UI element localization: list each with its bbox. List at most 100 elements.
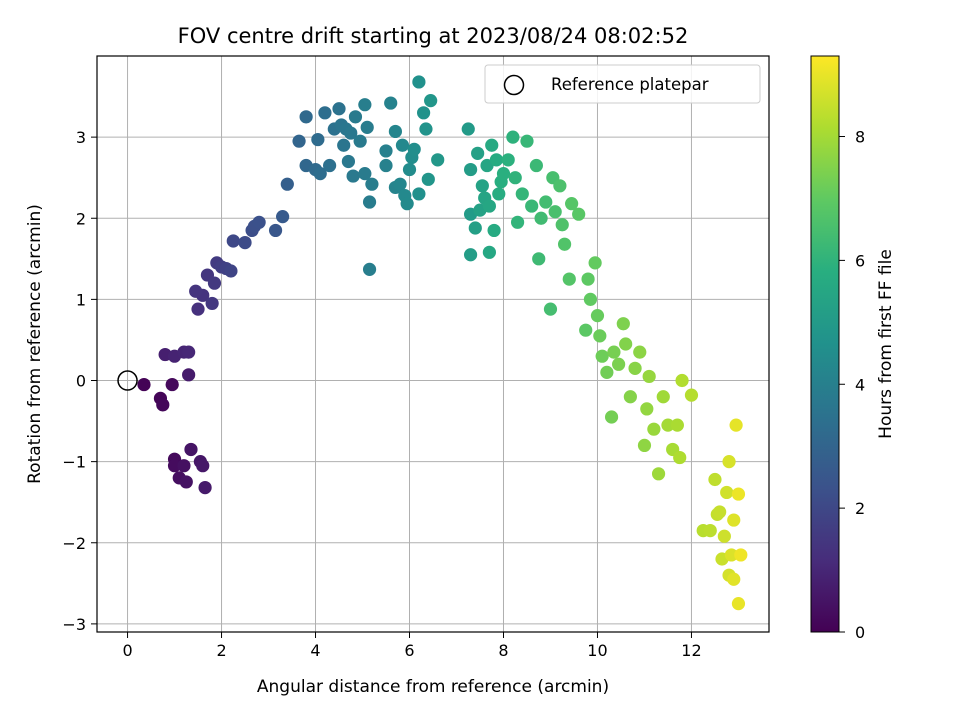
y-tick-label: 1: [76, 290, 86, 309]
data-point: [384, 96, 398, 110]
data-point: [590, 309, 605, 323]
data-point: [358, 167, 372, 181]
data-point: [475, 179, 489, 193]
x-tick-label: 8: [498, 641, 508, 660]
data-point: [565, 197, 579, 211]
data-point: [593, 329, 607, 343]
data-point: [379, 144, 393, 158]
data-point: [525, 199, 539, 213]
data-point: [647, 422, 661, 436]
data-point: [583, 292, 598, 306]
data-point: [562, 272, 576, 286]
data-point: [360, 120, 374, 134]
data-point: [182, 368, 196, 382]
data-point: [311, 132, 325, 147]
data-point: [515, 187, 529, 201]
data-point: [656, 390, 670, 404]
data-point: [487, 223, 501, 238]
colorbar-label: Hours from first FF file: [876, 249, 896, 439]
data-point: [482, 199, 496, 213]
data-point: [670, 418, 684, 432]
colorbar: 0 2 4 6 8 Hours from first FF file: [810, 55, 896, 642]
data-point: [501, 153, 515, 167]
data-point: [496, 167, 511, 181]
legend-entry-reference: Reference platepar: [551, 75, 709, 94]
data-point: [651, 467, 666, 481]
data-point: [588, 256, 602, 270]
data-point: [412, 187, 426, 201]
colorbar-tick-label: 6: [855, 251, 865, 270]
data-point: [661, 418, 675, 432]
data-point: [607, 345, 621, 359]
data-point: [179, 475, 193, 489]
data-point: [471, 146, 485, 160]
data-point: [508, 171, 522, 185]
data-point: [489, 153, 504, 167]
data-point: [600, 365, 614, 379]
data-point: [323, 158, 337, 173]
data-point: [673, 450, 687, 465]
data-point: [616, 317, 630, 331]
plot-frame: [96, 55, 770, 633]
data-point: [717, 529, 731, 543]
data-point: [703, 523, 717, 538]
data-point: [572, 207, 586, 221]
data-point: [344, 126, 358, 140]
data-point: [417, 106, 431, 120]
data-point: [299, 110, 313, 124]
data-point: [412, 75, 426, 89]
x-tick-label: 2: [216, 641, 226, 660]
data-point: [365, 177, 379, 191]
data-point: [543, 302, 558, 316]
data-point: [137, 377, 151, 392]
data-point: [642, 369, 656, 384]
y-tick-label: 2: [76, 209, 86, 228]
data-point: [619, 337, 633, 351]
y-axis-ticks: −3 −2 −1 0 1 2 3: [62, 128, 97, 634]
data-points: [137, 75, 748, 611]
x-tick-label: 4: [310, 641, 320, 660]
data-point: [612, 357, 626, 371]
colorbar-tick-label: 0: [855, 623, 865, 642]
data-point: [633, 345, 647, 359]
data-point: [623, 390, 637, 404]
data-point: [205, 296, 219, 311]
data-point: [720, 485, 734, 500]
data-point: [252, 215, 266, 229]
data-point: [581, 272, 595, 286]
y-tick-label: −1: [62, 453, 86, 472]
colorbar-tick-label: 2: [855, 499, 865, 518]
data-point: [276, 210, 290, 224]
data-point: [529, 158, 543, 173]
data-point: [555, 218, 569, 232]
data-point: [727, 572, 741, 586]
x-axis-ticks: 0 2 4 6 8 10 12: [122, 632, 702, 660]
chart-title: FOV centre drift starting at 2023/08/24 …: [178, 24, 689, 48]
data-point: [722, 455, 736, 469]
data-point: [729, 418, 743, 432]
data-point: [224, 264, 238, 278]
data-point: [379, 158, 393, 173]
data-point: [461, 122, 475, 136]
data-point: [400, 197, 414, 211]
data-point: [337, 138, 351, 152]
data-point: [156, 398, 170, 412]
legend-box: [484, 64, 761, 104]
data-point: [532, 252, 546, 266]
y-tick-label: −3: [62, 615, 86, 634]
data-point: [292, 134, 306, 148]
x-tick-label: 12: [681, 641, 701, 660]
data-point: [675, 373, 689, 388]
data-point: [579, 323, 593, 337]
data-point: [534, 211, 548, 225]
data-point: [539, 195, 553, 209]
data-point: [191, 302, 205, 316]
data-point: [393, 177, 407, 191]
data-point: [548, 205, 562, 219]
data-point: [419, 122, 433, 136]
data-point: [165, 377, 179, 392]
data-point: [595, 349, 609, 363]
x-axis-label: Angular distance from reference (arcmin): [257, 677, 609, 697]
data-point: [358, 98, 372, 112]
